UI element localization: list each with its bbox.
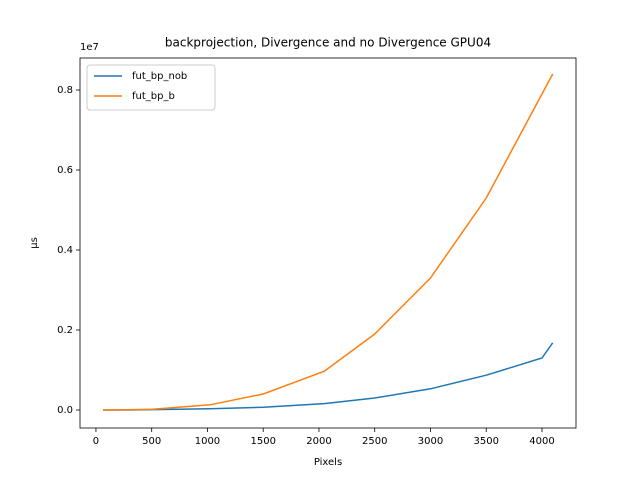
- y-tick-label: 0.6: [57, 165, 73, 176]
- x-tick-label: 2000: [306, 436, 331, 447]
- y-tick-label: 0.0: [57, 405, 73, 416]
- y-tick-label: 0.4: [57, 245, 73, 256]
- legend-label: fut_bp_b: [132, 91, 175, 102]
- y-tick-label: 0.2: [57, 325, 73, 336]
- y-offset-label: 1e7: [80, 42, 99, 53]
- x-tick-label: 0: [93, 436, 99, 447]
- chart-title: backprojection, Divergence and no Diverg…: [165, 36, 491, 50]
- x-tick-label: 1500: [250, 436, 275, 447]
- plot-frame: [79, 57, 577, 429]
- x-axis-label: Pixels: [314, 457, 342, 468]
- x-tick-label: 500: [142, 436, 161, 447]
- x-tick-label: 3500: [474, 436, 499, 447]
- x-tick-label: 4000: [529, 436, 554, 447]
- x-tick-label: 2500: [362, 436, 387, 447]
- x-tick-label: 1000: [195, 436, 220, 447]
- y-tick-label: 0.8: [57, 85, 73, 96]
- line-series: [103, 342, 554, 411]
- y-axis-label: μs: [29, 237, 40, 249]
- legend-label: fut_bp_nob: [132, 71, 187, 82]
- line-series: [103, 73, 554, 411]
- x-tick-label: 3000: [418, 436, 443, 447]
